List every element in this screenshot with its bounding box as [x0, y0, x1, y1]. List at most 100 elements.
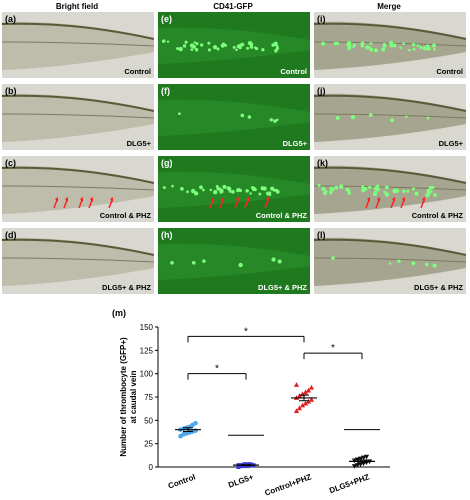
y-axis-label: Number of thrombocyte (GFP+)at caudal ve…: [119, 337, 138, 457]
data-point: [193, 420, 198, 426]
panel-label: (c): [5, 158, 16, 168]
gfp-cell-dot: [331, 256, 335, 260]
y-tick-label: 75: [144, 393, 153, 402]
x-tick-label: DLG5+: [227, 472, 255, 489]
panel-label: (k): [317, 158, 328, 168]
gfp-cell-dot: [350, 115, 356, 120]
gfp-cell-dot: [388, 262, 392, 265]
gfp-cell-dot: [384, 185, 389, 190]
gfp-cell-dot: [258, 192, 262, 196]
gfp-cell-dot: [190, 48, 194, 51]
panel-condition: DLG5+ & PHZ: [258, 283, 307, 292]
gfp-cell-dot: [226, 186, 231, 190]
gfp-cell-dot: [166, 40, 170, 43]
column-title-bright-field: Bright field: [55, 2, 99, 11]
y-tick-label: 125: [140, 346, 154, 355]
red-arrow-icon: [375, 199, 380, 209]
data-point: [357, 456, 364, 462]
gfp-cell-dot: [215, 184, 219, 188]
gfp-cell-dot: [193, 191, 199, 196]
gfp-cell-dot: [274, 48, 278, 53]
panel-label: (h): [161, 230, 173, 240]
zebrafish-tail-image: [2, 228, 154, 294]
image-panel-e: (e) Control: [158, 12, 310, 78]
x-tick-label: Control: [167, 472, 197, 490]
zebrafish-tail-image: [158, 84, 310, 150]
gfp-cell-dot: [261, 48, 265, 52]
image-panel-i: (i) Control: [314, 12, 466, 78]
gfp-cell-dot: [200, 186, 203, 190]
red-arrow-icon: [78, 199, 83, 209]
gfp-cell-dot: [402, 42, 405, 45]
gfp-cell-dot: [170, 261, 174, 265]
gfp-cell-dot: [426, 116, 430, 120]
gfp-cell-dot: [249, 45, 254, 49]
gfp-cell-dot: [194, 47, 199, 52]
image-panel-b: (b) DLG5+: [2, 84, 154, 150]
gfp-cell-dot: [253, 46, 257, 49]
y-tick-label: 25: [144, 440, 153, 449]
gfp-cell-dot: [238, 43, 242, 47]
gfp-cell-dot: [363, 187, 368, 191]
data-point: [293, 408, 300, 413]
gfp-cell-dot: [262, 186, 267, 191]
gfp-cell-dot: [207, 48, 211, 52]
gfp-cell-dot: [406, 189, 410, 193]
gfp-cell-dot: [399, 46, 402, 50]
gfp-cell-dot: [249, 42, 254, 47]
gfp-cell-dot: [368, 113, 373, 117]
gfp-cell-dot: [368, 46, 371, 49]
gfp-cell-dot: [402, 189, 406, 194]
gfp-cell-dot: [273, 119, 277, 123]
gfp-cell-dot: [275, 189, 280, 194]
panel-label: (g): [161, 158, 173, 168]
gfp-cell-dot: [220, 43, 225, 48]
gfp-cell-dot: [433, 43, 436, 46]
gfp-cell-dot: [433, 193, 437, 197]
gfp-cell-dot: [216, 47, 220, 51]
image-panel-k: (k) Control & PHZ: [314, 156, 466, 222]
gfp-cell-dot: [246, 46, 250, 50]
gfp-cell-dot: [162, 186, 166, 190]
panel-condition: DLG5+: [438, 139, 463, 148]
y-tick-label: 150: [140, 323, 154, 332]
red-arrow-icon: [244, 199, 249, 209]
data-point: [354, 463, 361, 468]
gfp-cell-dot: [220, 189, 224, 193]
image-panel-f: (f) DLG5+: [158, 84, 310, 150]
gfp-cell-dot: [373, 48, 378, 53]
panel-condition: DLG5+: [126, 139, 151, 148]
gfp-cell-dot: [202, 188, 205, 192]
data-point: [302, 389, 309, 395]
gfp-cell-dot: [180, 186, 184, 191]
red-arrow-icon: [420, 199, 425, 209]
gfp-cell-dot: [368, 185, 372, 189]
red-arrow-icon: [63, 199, 68, 209]
gfp-cell-dot: [405, 115, 408, 119]
x-tick-label: Control+PHZ: [263, 472, 312, 497]
gfp-cell-dot: [270, 186, 275, 191]
gfp-cell-dot: [238, 46, 242, 50]
image-panel-c: (c) Control & PHZ: [2, 156, 154, 222]
red-arrow-icon: [390, 199, 395, 209]
gfp-cell-dot: [426, 190, 432, 195]
y-tick-label: 100: [140, 370, 154, 379]
gfp-cell-dot: [432, 263, 437, 268]
panel-condition: Control: [436, 67, 463, 76]
gfp-cell-dot: [392, 188, 397, 193]
zebrafish-tail-image: [2, 156, 154, 222]
x-tick-label: DLG5+PHZ: [328, 472, 371, 495]
image-panel-a: (a) Control: [2, 12, 154, 78]
gfp-cell-dot: [178, 46, 183, 52]
gfp-cell-dot: [425, 46, 430, 51]
gfp-cell-dot: [382, 43, 387, 48]
zebrafish-tail-image: [314, 84, 466, 150]
gfp-cell-dot: [338, 184, 344, 189]
gfp-cell-dot: [414, 191, 419, 196]
zebrafish-tail-image: [2, 12, 154, 78]
gfp-cell-dot: [222, 184, 227, 189]
gfp-cell-dot: [219, 187, 222, 191]
gfp-cell-dot: [389, 44, 393, 48]
panel-label: (b): [5, 86, 17, 96]
